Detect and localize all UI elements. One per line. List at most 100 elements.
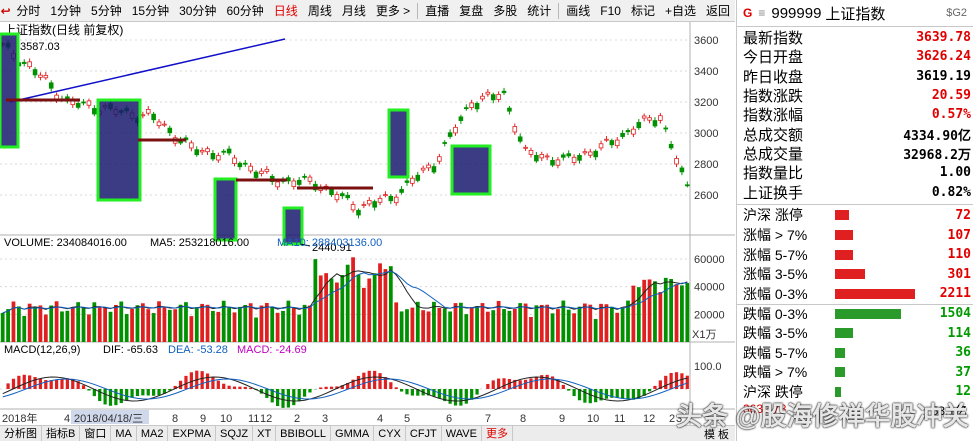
toolbar-item[interactable]: 60分钟	[226, 3, 264, 18]
toolbar-item[interactable]: 画线	[566, 3, 591, 18]
indicator-tab[interactable]: BBIBOLL	[276, 426, 332, 441]
indicator-tab[interactable]: CYX	[374, 426, 406, 441]
group-badge[interactable]: $G2	[946, 7, 967, 19]
indicator-tab[interactable]: 更多	[482, 426, 513, 441]
breadth-bar-track	[833, 327, 931, 339]
candle-body	[582, 151, 588, 154]
toolbar-item[interactable]: 分时	[16, 3, 41, 18]
volume-bar	[211, 310, 215, 342]
highlight-box	[450, 144, 492, 196]
volume-bar	[367, 278, 372, 342]
candle-body	[658, 115, 663, 121]
toolbar-item[interactable]: +自选	[664, 3, 696, 18]
toolbar-item[interactable]: 周线	[307, 3, 332, 18]
toolbar-item[interactable]: 多股	[493, 3, 518, 18]
toolbar-item[interactable]: 月线	[341, 3, 366, 18]
toolbar-item[interactable]: 更多 >	[375, 3, 411, 18]
volume-bar	[335, 282, 339, 342]
candle-body	[647, 117, 652, 121]
indicator-tab[interactable]: 分析图	[0, 426, 42, 441]
dif-line	[2, 376, 688, 402]
toolbar-item[interactable]: 15分钟	[131, 3, 170, 18]
breadth-label: 涨幅 > 7%	[743, 227, 808, 244]
volume-bar	[275, 312, 280, 342]
volume-bar	[178, 304, 183, 342]
quote-stat-value: 3626.24	[916, 49, 971, 65]
breadth-value: 37	[955, 364, 971, 380]
volume-bar	[432, 301, 436, 342]
candle-body	[625, 130, 631, 133]
toolbar-item[interactable]: 标记	[630, 3, 655, 18]
date-tick-label: 5	[404, 413, 410, 425]
candle-body	[415, 174, 421, 181]
volume-bar	[561, 300, 566, 342]
date-tick-label: 2018/04/18/三	[74, 413, 143, 425]
breadth-label: 跌幅 3-5%	[743, 325, 808, 342]
indicator-tab[interactable]: GMMA	[331, 426, 375, 441]
volume-bar	[184, 302, 188, 342]
date-tick-label: 7	[485, 413, 491, 425]
toolbar-item[interactable]: 复盘	[459, 3, 484, 18]
toolbar-item[interactable]: F10	[600, 3, 621, 18]
volume-bar	[243, 304, 248, 342]
divider	[737, 203, 973, 205]
volume-bar	[609, 306, 614, 342]
candle-body	[48, 82, 54, 89]
price-tick-label: 2600	[694, 190, 718, 202]
volume-bar	[588, 304, 593, 342]
volume-tick-label: 20000	[694, 309, 725, 321]
volume-bar	[669, 279, 674, 342]
candle-body	[259, 170, 264, 174]
group-label[interactable]: G	[743, 6, 753, 20]
toolbar-item[interactable]: 5分钟	[91, 3, 122, 18]
volume-bar	[496, 300, 501, 342]
volume-bar	[76, 302, 81, 342]
indicator-tab[interactable]: XT	[253, 426, 277, 441]
candle-body	[194, 149, 200, 156]
back-arrow-icon[interactable]: ↩	[0, 3, 11, 18]
toolbar-item[interactable]: 返回	[705, 3, 730, 18]
quote-stat-label: 指数涨跌	[743, 88, 804, 106]
template-button[interactable]: 模 板	[703, 428, 729, 441]
breadth-bar	[835, 386, 841, 397]
low-label: 2440.91	[312, 242, 352, 254]
volume-bar	[130, 308, 134, 342]
indicator-tab[interactable]: EXPMA	[168, 426, 216, 441]
breadth-row: 沪深 涨停 72	[737, 206, 973, 226]
indicator-tab[interactable]: SQJZ	[216, 426, 254, 441]
kline-chart-area[interactable]: 3600 3400 3200 3000 2800 2600 上证指数(日线 前复权) 3587…	[0, 22, 735, 425]
volume-bar	[205, 304, 210, 342]
candle-body	[393, 196, 399, 204]
breadth-row: 涨幅 3-5% 301	[737, 264, 973, 284]
breadth-value: 1504	[939, 306, 971, 322]
menu-icon[interactable]: ≡	[758, 6, 766, 20]
toolbar-item[interactable]: 30分钟	[179, 3, 217, 18]
indicator-tab[interactable]: CFJT	[406, 426, 442, 441]
volume-bar	[286, 300, 291, 342]
candle-body	[631, 128, 636, 135]
volume-bar	[388, 266, 393, 342]
quote-stat-label: 今日开盘	[743, 49, 804, 67]
indicator-tab[interactable]: 指标B	[42, 426, 81, 441]
volume-bar	[556, 309, 560, 342]
candle-body	[366, 199, 372, 205]
indicator-tab[interactable]: 窗口	[80, 426, 112, 441]
volume-bar	[216, 311, 221, 342]
date-tick-label: 12	[260, 413, 272, 425]
volume-bar	[340, 275, 345, 342]
indicator-tab[interactable]: MA2	[137, 426, 169, 441]
volume-bar	[81, 307, 86, 342]
toolbar-item[interactable]: 直播	[425, 3, 450, 18]
toolbar-item[interactable]: 日线	[273, 3, 298, 18]
indicator-tab[interactable]: MA	[111, 426, 137, 441]
volume-bar	[647, 279, 652, 342]
volume-bar	[291, 307, 296, 342]
indicator-tab[interactable]: WAVE	[442, 426, 482, 441]
toolbar-item[interactable]: 1分钟	[50, 3, 82, 18]
volume-bar	[658, 292, 663, 342]
breadth-value: 107	[947, 227, 971, 243]
volume-bar	[43, 314, 48, 342]
toolbar-item[interactable]: 统计	[527, 3, 552, 18]
candle-body	[162, 123, 167, 126]
